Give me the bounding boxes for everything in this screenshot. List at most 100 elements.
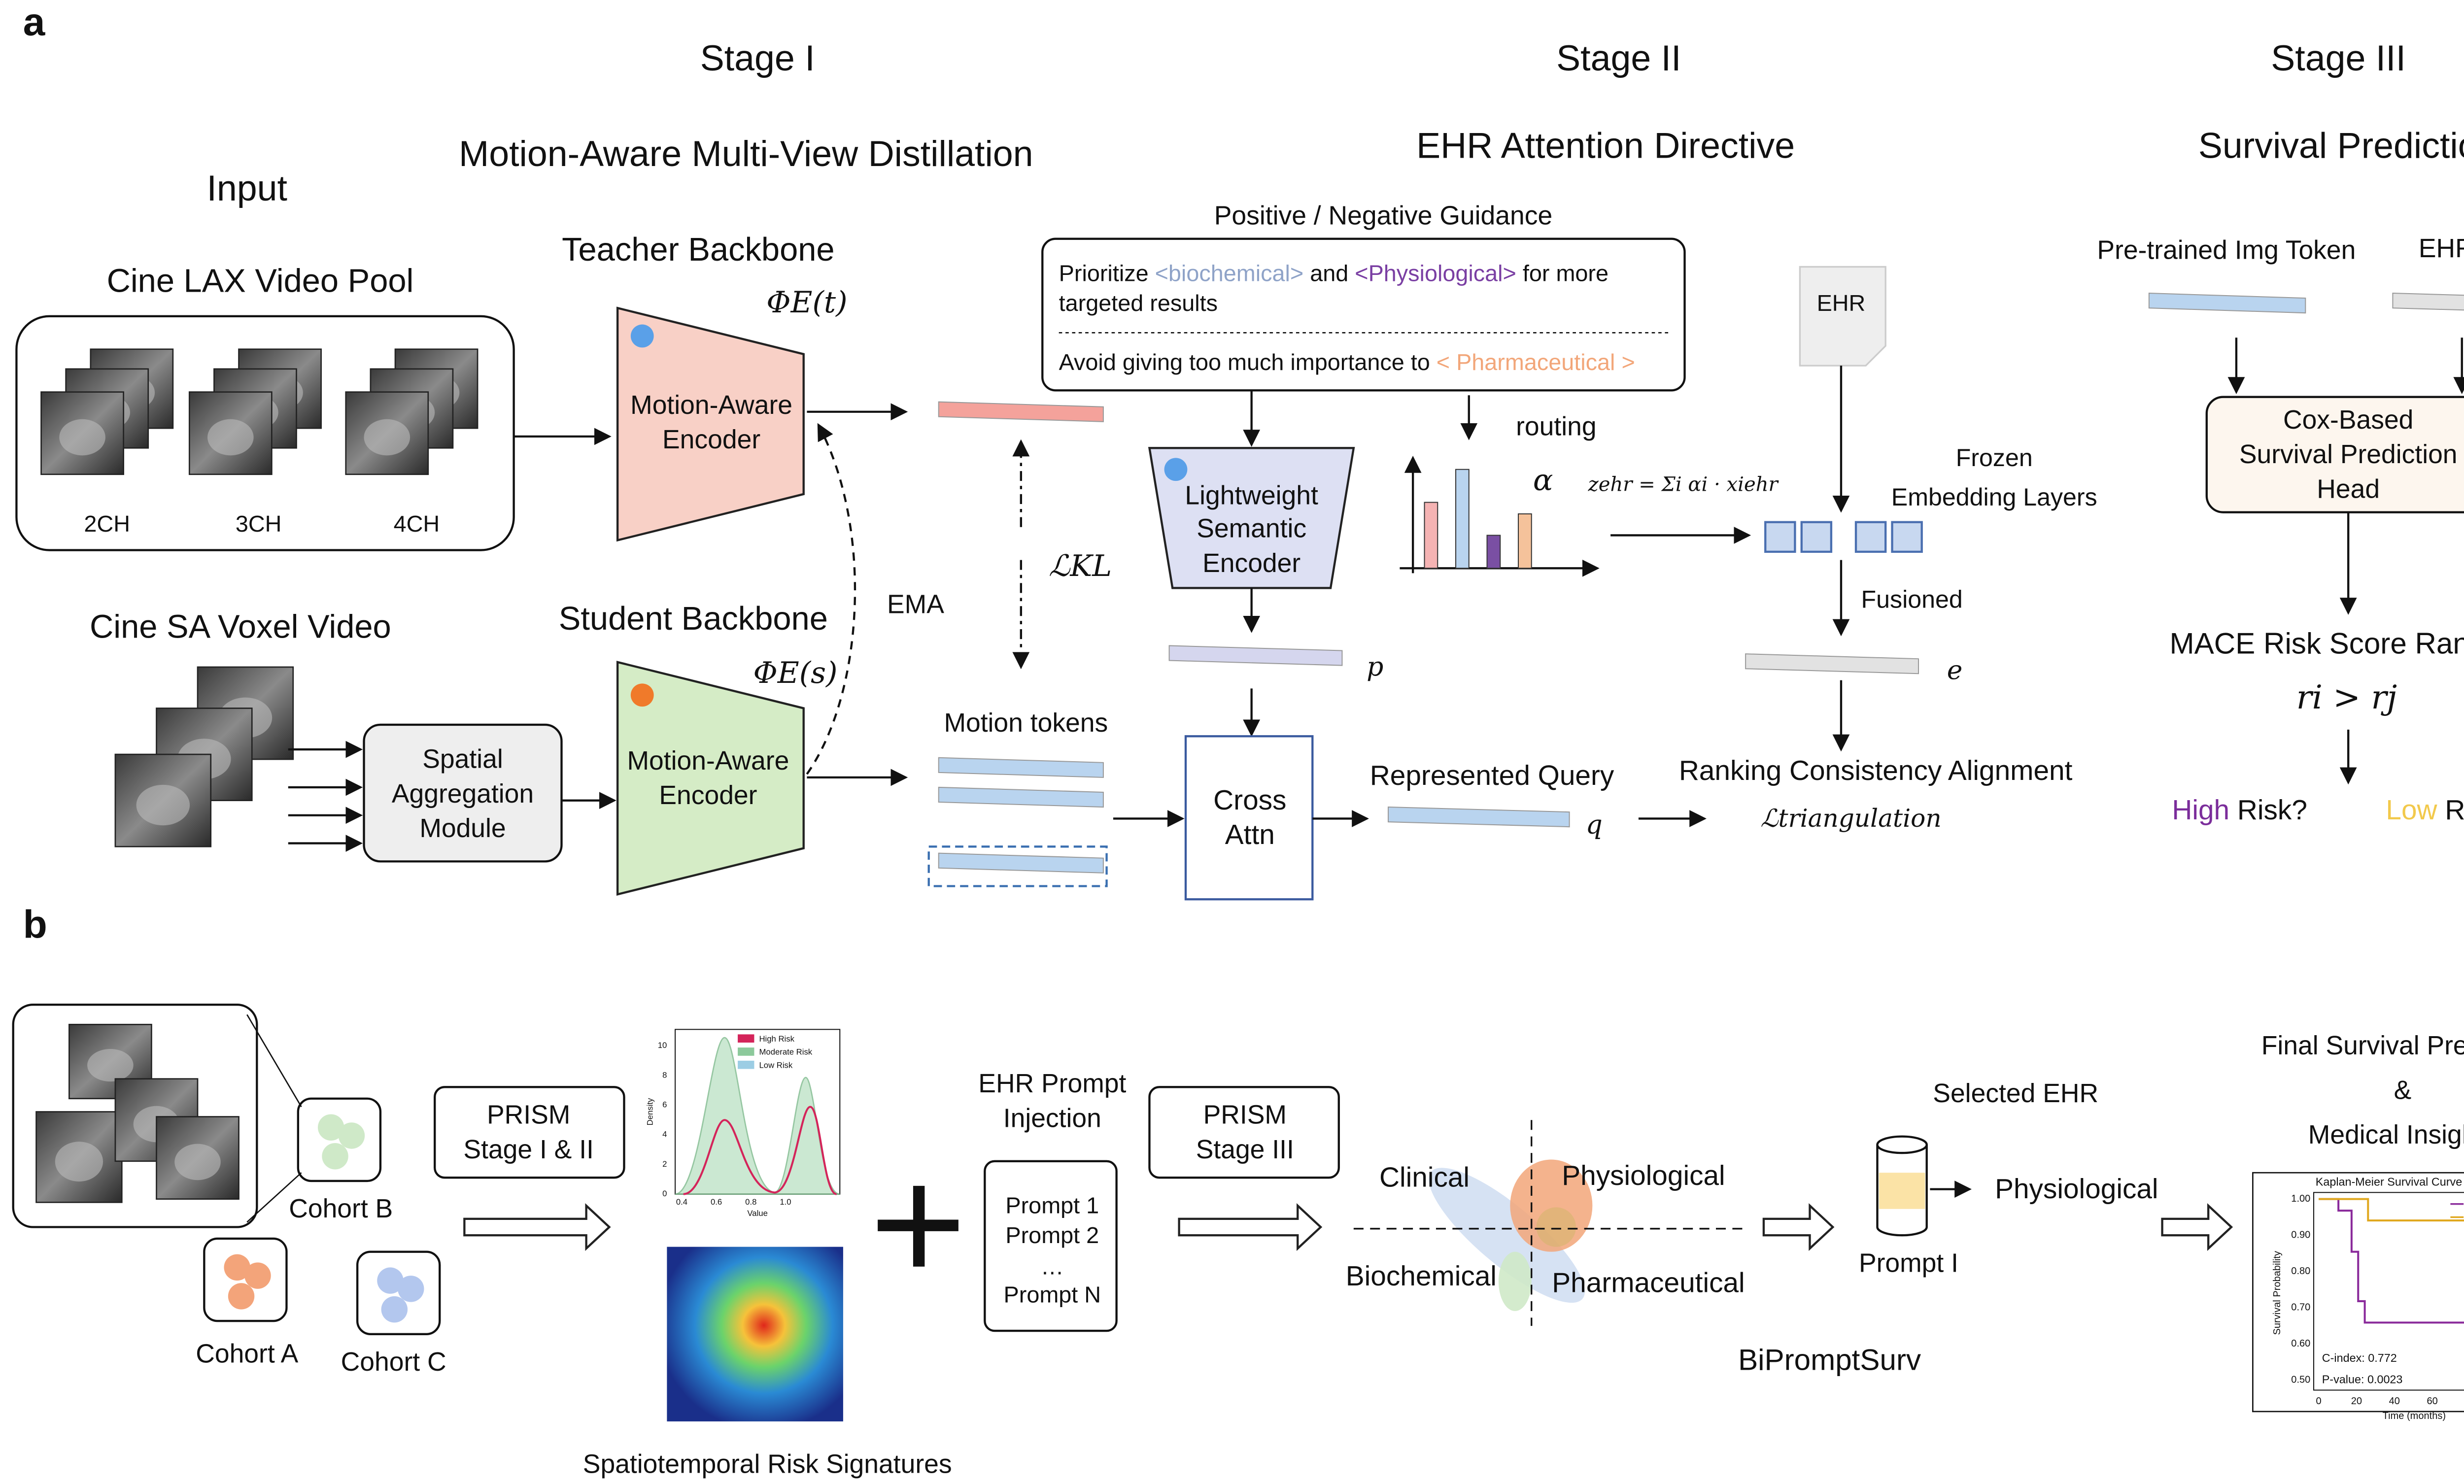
km-panel xyxy=(2252,1172,2464,1413)
label: Encoder xyxy=(1202,549,1300,578)
symbol: α xyxy=(1533,463,1553,498)
frozen-icon xyxy=(630,324,654,348)
view-label: 4CH xyxy=(394,511,440,537)
label: Semantic xyxy=(1197,514,1306,543)
loss: ℒtriangulation xyxy=(1760,804,1941,833)
legend-label: Low Risk xyxy=(759,1060,793,1070)
token xyxy=(2392,293,2464,311)
label: PRISM xyxy=(1203,1101,1287,1130)
label: EHR Token xyxy=(2419,234,2464,263)
mri-detail xyxy=(364,419,411,456)
routing-bar xyxy=(1455,469,1470,569)
label: Teacher Backbone xyxy=(562,231,834,268)
label: Encoder xyxy=(662,425,760,454)
kl-loss: ℒKL xyxy=(1049,549,1112,583)
prompt-item: Prompt 1 xyxy=(1005,1193,1099,1218)
label: Represented Query xyxy=(1370,760,1614,791)
tick-label: 10 xyxy=(658,1041,667,1050)
prompt-item: Prompt 2 xyxy=(1005,1222,1099,1248)
label: Encoder xyxy=(659,781,757,810)
label: Module xyxy=(419,814,506,843)
risk-word: Risk? xyxy=(2437,795,2464,826)
prompt-item: … xyxy=(1041,1253,1064,1279)
prism-box xyxy=(434,1086,625,1179)
tick-label: 0.8 xyxy=(745,1197,756,1207)
symbol: ΦE(s) xyxy=(753,656,838,690)
tick-label: 0 xyxy=(2316,1396,2321,1407)
view-label: 2CH xyxy=(84,511,130,537)
formula: zehr = Σi αi · xiehr xyxy=(1588,473,1780,496)
label: Physiological xyxy=(1995,1174,2158,1205)
token xyxy=(938,786,1104,808)
tick-label: 1.00 xyxy=(2291,1193,2310,1204)
legend-label: Moderate Risk xyxy=(759,1047,813,1057)
symbol: q xyxy=(1586,809,1603,840)
p-token xyxy=(1168,645,1343,666)
guidance-segment: Prioritize xyxy=(1059,261,1155,286)
label: Aggregation xyxy=(392,779,534,809)
cross-attn xyxy=(1184,735,1314,901)
label: Frozen xyxy=(1956,444,2033,472)
axis-label: Value xyxy=(747,1209,767,1218)
cox-head xyxy=(2205,396,2464,513)
stage-subtitle: Motion-Aware Multi-View Distillation xyxy=(459,133,1033,174)
aggregation-module xyxy=(363,723,563,863)
cohort-dot xyxy=(317,1114,344,1141)
cohort-dot xyxy=(338,1122,365,1149)
ehr-document xyxy=(1799,266,1886,367)
stage-title: Stage II xyxy=(1556,37,1681,78)
quadrant-label: Physiological xyxy=(1562,1160,1725,1191)
km-frame xyxy=(2313,1192,2464,1391)
cohort-box xyxy=(356,1250,441,1335)
label: Positive / Negative Guidance xyxy=(1214,201,1552,230)
cohort-dot xyxy=(377,1267,404,1294)
label: Head xyxy=(2317,474,2380,504)
cohort-dot xyxy=(228,1283,255,1310)
mri-detail xyxy=(59,419,105,456)
cohort-box xyxy=(297,1097,382,1182)
prompts-box xyxy=(984,1160,1118,1332)
tick-label: 0.50 xyxy=(2291,1375,2310,1385)
routing-bar xyxy=(1517,513,1532,569)
label: Cox-Based xyxy=(2283,405,2413,435)
cohort-box xyxy=(203,1237,288,1322)
risk-word: Low xyxy=(2386,795,2437,826)
label: MACE Risk Score Ranking xyxy=(2170,627,2464,660)
legend-label: High Risk xyxy=(759,1034,795,1044)
tick-label: 0.70 xyxy=(2291,1302,2310,1313)
km-curve xyxy=(2319,1198,2464,1324)
tick-label: 0.60 xyxy=(2291,1338,2310,1349)
label: Pre-trained Img Token xyxy=(2097,236,2356,265)
quadrant-label: Biochemical xyxy=(1346,1261,1497,1292)
guidance-segment: <Physiological> xyxy=(1355,261,1516,286)
tick-label: 2 xyxy=(662,1159,667,1169)
token xyxy=(938,757,1104,778)
label: routing xyxy=(1516,412,1596,441)
hollow-arrow xyxy=(1762,1203,1835,1251)
tick-label: 4 xyxy=(662,1130,667,1139)
embedding-cell xyxy=(1800,521,1833,553)
mri-detail xyxy=(136,784,190,826)
label: Spatiotemporal Risk Signatures xyxy=(583,1450,952,1479)
guidance-segment: and xyxy=(1303,261,1355,286)
label: & xyxy=(2394,1076,2412,1105)
cylinder-top xyxy=(1876,1135,1928,1154)
video-pool xyxy=(15,315,515,551)
label: Lightweight xyxy=(1185,481,1318,510)
teacher-token xyxy=(938,401,1104,422)
panel-label: b xyxy=(23,902,47,946)
label: EMA xyxy=(887,590,944,619)
label: Fusioned xyxy=(1861,585,1963,613)
label: Motion-Aware xyxy=(630,391,792,420)
prompt-item: Prompt N xyxy=(1004,1282,1101,1307)
label: Stage I & II xyxy=(463,1135,593,1164)
mri-detail xyxy=(207,419,254,456)
hollow-arrow xyxy=(2161,1203,2233,1251)
label: Medical Insights xyxy=(2308,1120,2464,1149)
tick-label: 0.80 xyxy=(2291,1266,2310,1277)
frozen-icon xyxy=(1164,458,1188,481)
axis-label: Time (months) xyxy=(2383,1411,2446,1421)
input-title: Input xyxy=(207,168,287,208)
cohort-dot xyxy=(224,1254,250,1281)
